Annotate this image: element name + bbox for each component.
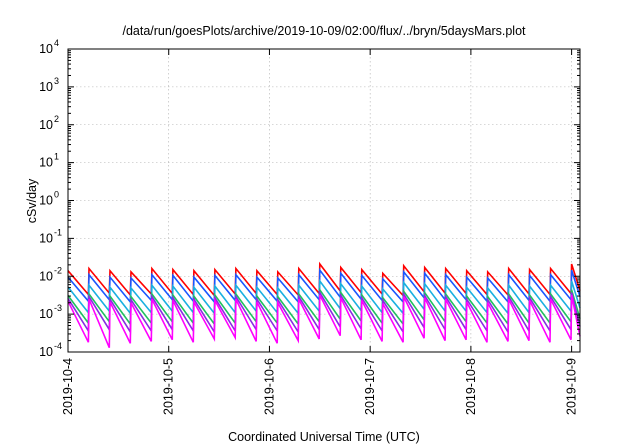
x-tick-label: 2019-10-7	[363, 358, 377, 415]
y-tick-label-exponent: -2	[54, 265, 62, 275]
x-tick-label: 2019-10-8	[464, 358, 478, 415]
series-line-4	[67, 287, 581, 327]
y-tick-label-exponent: 3	[54, 76, 59, 86]
y-tick-label: 10	[39, 42, 53, 56]
series-line-3	[67, 278, 581, 316]
y-tick-label: 10	[39, 269, 53, 283]
y-tick-label-exponent: 2	[54, 114, 59, 124]
x-tick-label: 2019-10-5	[162, 358, 176, 415]
y-tick-label-exponent: -1	[54, 227, 62, 237]
y-tick-label: 10	[39, 156, 53, 170]
y-tick-label-exponent: -4	[54, 341, 62, 351]
y-axis-label: cSv/day	[25, 178, 39, 223]
series-line-2	[67, 267, 581, 305]
y-tick-label: 10	[39, 194, 53, 208]
y-tick-label: 10	[39, 307, 53, 321]
y-tick-label: 10	[39, 345, 53, 359]
y-tick-label-exponent: 1	[54, 152, 59, 162]
series-line-5	[67, 289, 581, 335]
y-tick-label-exponent: 0	[54, 190, 59, 200]
series-line-6	[67, 294, 581, 349]
y-tick-label: 10	[39, 118, 53, 132]
series-line-1	[67, 261, 581, 298]
plot-frame	[67, 48, 581, 353]
x-axis-label: Coordinated Universal Time (UTC)	[228, 430, 420, 444]
chart-title: /data/run/goesPlots/archive/2019-10-09/0…	[122, 24, 526, 38]
x-tick-label: 2019-10-9	[565, 358, 579, 415]
y-tick-label-exponent: -3	[54, 303, 62, 313]
y-tick-label: 10	[39, 231, 53, 245]
x-tick-label: 2019-10-6	[262, 358, 276, 415]
x-tick-label: 2019-10-4	[61, 358, 75, 415]
y-tick-label: 10	[39, 80, 53, 94]
y-tick-label-exponent: 4	[54, 38, 59, 48]
series-lines	[67, 261, 581, 349]
